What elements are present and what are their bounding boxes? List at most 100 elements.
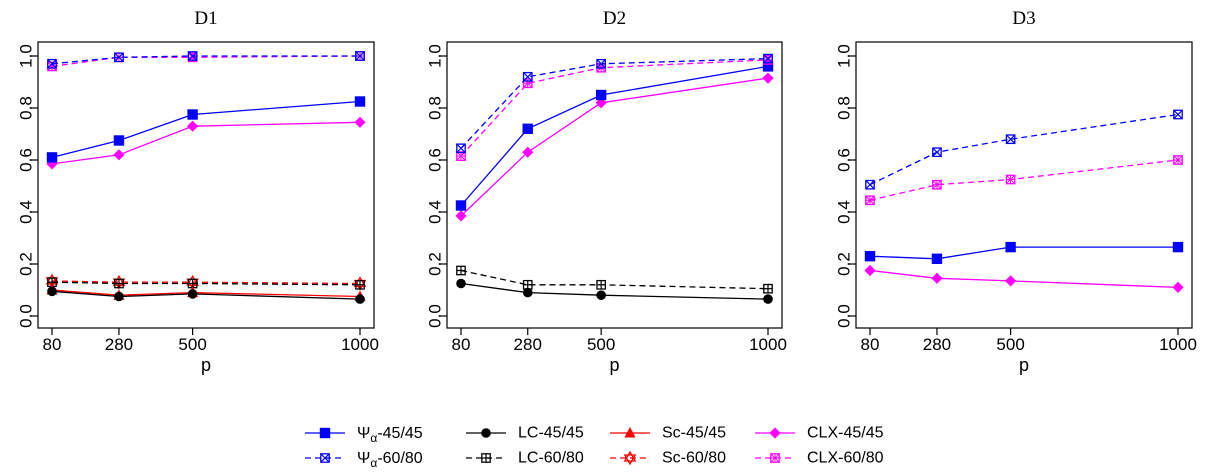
y-tick-label: 0.4 (17, 200, 36, 224)
x-tick-label: 1000 (749, 335, 787, 354)
data-point (864, 264, 876, 277)
data-point (763, 53, 773, 64)
data-point (865, 179, 875, 190)
data-point (763, 283, 773, 294)
data-point (355, 279, 365, 290)
data-point (456, 278, 466, 289)
legend-item-psi45: Ψα-45/45 (305, 425, 423, 446)
data-point (763, 294, 773, 304)
data-point (114, 291, 124, 302)
data-point (522, 71, 533, 82)
legend-item-sc45: Sc-45/45 (610, 425, 726, 442)
plot-frame (855, 41, 1193, 329)
legend-label: Ψα-45/45 (357, 425, 423, 446)
legend-marker (481, 428, 491, 438)
series-lc45 (47, 286, 365, 304)
series-line (51, 289, 361, 298)
series-lc45 (456, 278, 773, 304)
y-tick-label: 0.4 (835, 200, 854, 224)
y-tick-label: 1.0 (426, 44, 445, 68)
data-point (47, 286, 57, 297)
data-point (113, 149, 125, 161)
series-clx45 (46, 116, 366, 170)
series-line (51, 281, 361, 286)
x-tick-label: 280 (514, 335, 542, 354)
legend-item-clx45: CLX-45/45 (755, 425, 884, 442)
series-line (51, 121, 361, 165)
series-line (869, 269, 1179, 289)
data-point (522, 123, 533, 134)
series-psi45 (46, 96, 366, 163)
series-clx45 (864, 264, 1184, 293)
series-psi60 (456, 53, 773, 154)
series-sc60 (45, 273, 367, 291)
x-tick-label: 500 (178, 335, 206, 354)
series-sc45 (46, 284, 366, 301)
data-point (187, 120, 199, 132)
legend-label: LC-60/80 (518, 450, 584, 467)
panel-title: D1 (194, 8, 217, 29)
data-point (762, 61, 774, 72)
legend-marker (320, 453, 330, 463)
data-point (114, 278, 124, 289)
data-point (355, 51, 365, 61)
data-point (1005, 174, 1016, 185)
data-point (456, 151, 466, 161)
y-tick-label: 0.0 (17, 304, 36, 328)
legend-label: CLX-60/80 (807, 450, 884, 467)
data-point (596, 290, 606, 301)
x-tick-label: 1000 (341, 335, 379, 354)
legend-item-lc60: LC-60/80 (466, 450, 584, 467)
legend-item-sc60: Sc-60/80 (610, 450, 726, 467)
legend-marker (481, 453, 491, 463)
data-point (187, 51, 198, 61)
panel-title: D3 (1012, 8, 1035, 29)
x-axis-label: p (609, 355, 619, 375)
panel-d2: D2 0.0 0.2 0.4 0.6 0.8 1.0 80 280 500 1000 p (426, 8, 787, 375)
data-point (187, 109, 198, 120)
data-point (931, 253, 943, 264)
plot-frame (37, 41, 375, 329)
x-tick-label: 80 (452, 335, 471, 354)
data-point (596, 279, 607, 290)
data-point (47, 58, 57, 69)
series-line (460, 269, 769, 290)
legend-item-psi60: Ψα-60/80 (305, 450, 423, 470)
y-tick-label: 0.6 (426, 148, 445, 172)
series-line (460, 282, 769, 300)
data-point (1172, 281, 1184, 293)
legend-marker (770, 453, 780, 463)
series-line (460, 77, 769, 217)
data-point (354, 116, 366, 128)
legend-marker (624, 427, 636, 438)
legend-label: Sc-60/80 (662, 450, 726, 467)
legend-label: Sc-45/45 (662, 425, 726, 442)
y-tick-label: 0.2 (835, 252, 854, 276)
panel-d3: D3 0.0 0.2 0.4 0.6 0.8 1.0 80 280 500 1000 p (835, 8, 1197, 375)
y-tick-label: 0.0 (835, 304, 854, 328)
y-tick-label: 1.0 (835, 44, 854, 68)
chart-panels: D1 0.0 0.2 0.4 0.6 0.8 1.0 80 280 500 1000 p D2 0.0 0.… (17, 8, 1197, 375)
data-point (1173, 155, 1183, 165)
x-tick-label: 80 (43, 335, 62, 354)
data-point (456, 143, 466, 154)
x-tick-label: 1000 (1159, 335, 1197, 354)
series-line (51, 100, 361, 159)
series-psi45 (864, 241, 1184, 264)
y-tick-label: 0.4 (426, 200, 445, 224)
series-line (869, 159, 1179, 201)
plot-frame (446, 41, 783, 329)
data-point (455, 210, 467, 222)
data-point (865, 195, 875, 206)
series-line (51, 55, 360, 65)
y-tick-label: 0.6 (835, 148, 854, 172)
legend: Ψα-45/45 LC-45/45 Sc-45/45 CLX-45/45 Ψα-60/8… (305, 425, 884, 470)
legend-item-lc45: LC-45/45 (466, 425, 584, 442)
panel-d1: D1 0.0 0.2 0.4 0.6 0.8 1.0 80 280 500 1000 p (17, 8, 379, 375)
y-tick-label: 0.2 (17, 252, 36, 276)
x-tick-label: 280 (105, 335, 133, 354)
legend-label: LC-45/45 (518, 425, 584, 442)
y-tick-label: 0.6 (17, 148, 36, 172)
series-line (51, 290, 361, 300)
data-point (1005, 134, 1016, 145)
